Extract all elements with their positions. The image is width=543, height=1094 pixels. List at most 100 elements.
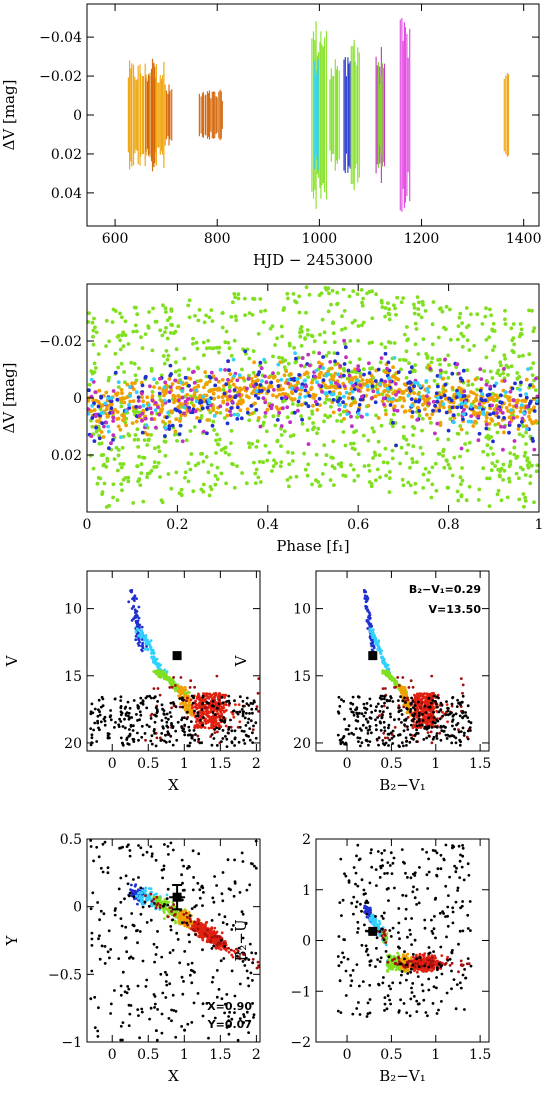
- data-point: [211, 718, 215, 722]
- data-point: [137, 477, 142, 481]
- data-point: [118, 427, 123, 432]
- data-point: [412, 311, 417, 316]
- data-point: [358, 397, 363, 402]
- data-point: [145, 723, 149, 727]
- data-point: [170, 423, 175, 428]
- data-point: [438, 404, 443, 408]
- data-point: [207, 346, 212, 350]
- data-point: [215, 465, 220, 470]
- data-point: [491, 452, 495, 456]
- data-point: [329, 302, 333, 307]
- data-point: [518, 387, 522, 392]
- data-point: [519, 403, 524, 407]
- data-point: [460, 478, 465, 483]
- data-point: [427, 705, 431, 709]
- data-point: [416, 732, 420, 735]
- observing-night: [331, 75, 333, 155]
- data-point: [504, 390, 508, 395]
- data-point: [215, 674, 219, 678]
- data-point: [362, 382, 367, 387]
- data-point: [232, 388, 237, 392]
- data-point: [207, 704, 211, 707]
- data-point: [412, 737, 415, 741]
- data-point: [130, 421, 135, 425]
- data-point: [164, 326, 168, 330]
- data-point: [126, 714, 130, 718]
- data-point: [343, 326, 348, 331]
- data-point: [530, 308, 534, 313]
- data-point: [424, 412, 429, 417]
- data-point: [160, 703, 164, 707]
- data-point: [147, 471, 152, 475]
- data-point: [117, 448, 121, 452]
- data-point: [228, 702, 232, 705]
- data-point: [183, 733, 187, 737]
- data-point: [106, 424, 110, 429]
- data-point: [434, 488, 439, 493]
- data-point: [141, 700, 145, 703]
- data-point: [495, 430, 500, 435]
- x-tick-label: 800: [204, 231, 231, 247]
- data-point: [285, 415, 290, 420]
- data-point: [360, 300, 364, 305]
- data-point: [209, 370, 214, 375]
- data-point: [104, 420, 109, 425]
- data-point: [394, 398, 399, 403]
- data-point: [335, 301, 340, 306]
- data-point: [232, 292, 237, 296]
- data-point: [446, 706, 449, 710]
- data-point: [164, 675, 168, 679]
- data-point: [356, 474, 360, 478]
- data-point: [459, 493, 464, 497]
- data-point: [292, 345, 296, 350]
- data-point: [298, 392, 303, 396]
- data-point: [434, 391, 439, 396]
- data-point: [156, 461, 161, 465]
- data-point: [250, 313, 255, 317]
- data-point: [128, 732, 132, 736]
- data-point: [136, 642, 140, 645]
- data-point: [298, 334, 303, 339]
- data-point: [314, 452, 319, 457]
- data-point: [402, 398, 407, 403]
- data-point: [184, 438, 189, 443]
- data-point: [382, 704, 386, 708]
- data-point: [309, 385, 314, 390]
- data-point: [139, 696, 143, 700]
- data-point: [130, 883, 133, 887]
- data-point: [507, 420, 512, 425]
- x-tick-label: 0.4: [257, 517, 279, 533]
- data-point: [142, 635, 145, 639]
- data-point: [369, 379, 373, 383]
- data-point: [138, 718, 142, 722]
- data-point: [430, 465, 435, 470]
- data-point: [122, 400, 127, 405]
- data-point: [175, 408, 180, 413]
- observing-night: [316, 70, 318, 160]
- data-point: [426, 390, 431, 394]
- data-point: [521, 492, 526, 496]
- data-point: [370, 384, 375, 389]
- data-point: [253, 393, 258, 398]
- data-point: [201, 694, 205, 698]
- data-point: [464, 498, 469, 503]
- data-point: [134, 630, 138, 634]
- data-point: [272, 458, 276, 463]
- data-point: [165, 318, 170, 323]
- observing-night: [141, 76, 144, 154]
- data-point: [351, 441, 356, 446]
- data-point: [410, 410, 415, 415]
- data-point: [132, 596, 135, 600]
- data-point: [150, 742, 154, 746]
- data-point: [224, 735, 227, 738]
- data-point: [393, 718, 396, 722]
- data-point: [392, 303, 396, 308]
- data-point: [135, 427, 140, 432]
- observing-night: [216, 97, 218, 133]
- data-point: [404, 736, 408, 740]
- data-point: [343, 443, 348, 448]
- data-point: [161, 673, 165, 677]
- data-point: [220, 705, 224, 709]
- data-point: [245, 407, 250, 412]
- observing-night: [200, 96, 202, 134]
